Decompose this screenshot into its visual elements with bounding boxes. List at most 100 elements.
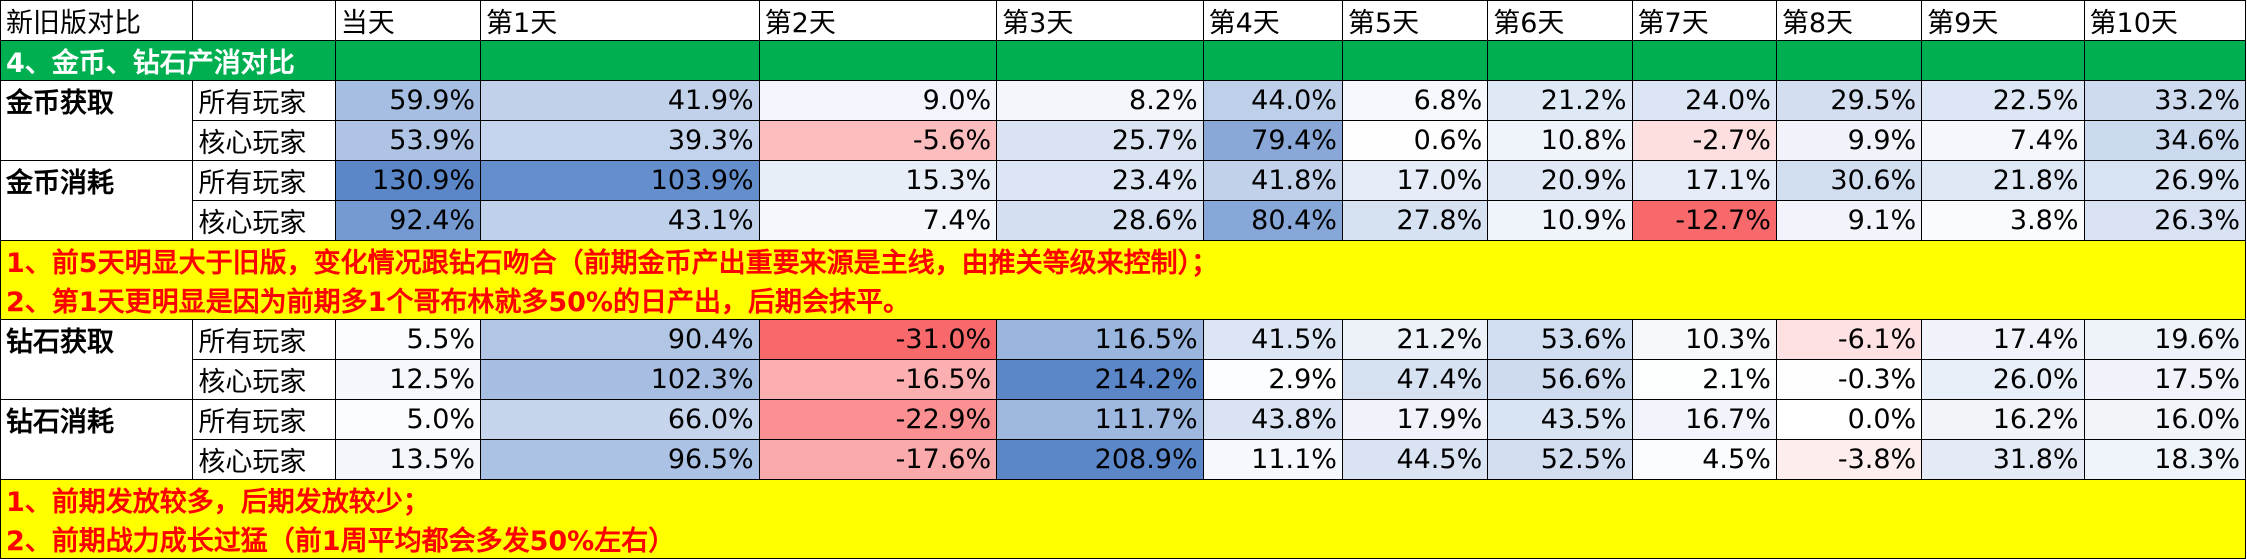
value-cell[interactable]: 12.5% — [334, 359, 482, 400]
value-cell[interactable]: 208.9% — [996, 439, 1204, 480]
value-cell[interactable]: 0.6% — [1341, 120, 1489, 161]
value-cell[interactable]: 9.9% — [1775, 120, 1923, 161]
value-cell[interactable]: 11.1% — [1202, 439, 1343, 480]
value-cell[interactable]: 23.4% — [996, 160, 1204, 201]
value-cell[interactable]: 80.4% — [1202, 200, 1343, 241]
value-cell[interactable]: 90.4% — [480, 319, 760, 360]
column-header[interactable]: 第8天 — [1775, 0, 1923, 41]
value-cell[interactable]: 17.1% — [1631, 160, 1777, 201]
value-cell[interactable]: -6.1% — [1775, 319, 1923, 360]
value-cell[interactable]: 41.8% — [1202, 160, 1343, 201]
value-cell[interactable]: 15.3% — [758, 160, 998, 201]
value-cell[interactable]: 26.9% — [2083, 160, 2247, 201]
value-cell[interactable]: 34.6% — [2083, 120, 2247, 161]
value-cell[interactable]: 31.8% — [1921, 439, 2085, 480]
value-cell[interactable]: 41.9% — [480, 80, 760, 121]
player-type-label[interactable]: 所有玩家 — [192, 80, 336, 121]
row-group-label[interactable]: 金币消耗 — [0, 160, 194, 201]
player-type-label[interactable]: 所有玩家 — [192, 319, 336, 360]
value-cell[interactable]: 102.3% — [480, 359, 760, 400]
value-cell[interactable]: 59.9% — [334, 80, 482, 121]
column-header[interactable]: 第3天 — [996, 0, 1204, 41]
row-group-label[interactable] — [0, 359, 194, 400]
value-cell[interactable]: 17.4% — [1921, 319, 2085, 360]
value-cell[interactable]: 24.0% — [1631, 80, 1777, 121]
value-cell[interactable]: -31.0% — [758, 319, 998, 360]
player-type-label[interactable]: 核心玩家 — [192, 120, 336, 161]
value-cell[interactable]: 16.0% — [2083, 399, 2247, 440]
column-header[interactable]: 第4天 — [1202, 0, 1343, 41]
value-cell[interactable]: 56.6% — [1487, 359, 1633, 400]
row-group-label[interactable]: 钻石消耗 — [0, 399, 194, 440]
value-cell[interactable]: 26.3% — [2083, 200, 2247, 241]
value-cell[interactable]: 43.8% — [1202, 399, 1343, 440]
column-header[interactable]: 第1天 — [480, 0, 760, 41]
value-cell[interactable]: 92.4% — [334, 200, 482, 241]
value-cell[interactable]: 13.5% — [334, 439, 482, 480]
value-cell[interactable]: -17.6% — [758, 439, 998, 480]
value-cell[interactable]: 22.5% — [1921, 80, 2085, 121]
value-cell[interactable]: 7.4% — [758, 200, 998, 241]
value-cell[interactable]: 21.2% — [1487, 80, 1633, 121]
value-cell[interactable]: 16.7% — [1631, 399, 1777, 440]
value-cell[interactable]: 5.5% — [334, 319, 482, 360]
player-type-label[interactable]: 核心玩家 — [192, 359, 336, 400]
row-group-label[interactable]: 钻石获取 — [0, 319, 194, 360]
value-cell[interactable]: 53.6% — [1487, 319, 1633, 360]
value-cell[interactable]: 27.8% — [1341, 200, 1489, 241]
player-type-label[interactable]: 所有玩家 — [192, 160, 336, 201]
value-cell[interactable]: 2.1% — [1631, 359, 1777, 400]
value-cell[interactable]: -0.3% — [1775, 359, 1923, 400]
player-type-label[interactable]: 核心玩家 — [192, 200, 336, 241]
value-cell[interactable]: 53.9% — [334, 120, 482, 161]
value-cell[interactable]: -2.7% — [1631, 120, 1777, 161]
value-cell[interactable]: 18.3% — [2083, 439, 2247, 480]
column-header[interactable]: 第2天 — [758, 0, 998, 41]
value-cell[interactable]: 6.8% — [1341, 80, 1489, 121]
row-group-label[interactable]: 金币获取 — [0, 80, 194, 121]
value-cell[interactable]: 17.9% — [1341, 399, 1489, 440]
value-cell[interactable]: 41.5% — [1202, 319, 1343, 360]
value-cell[interactable]: 66.0% — [480, 399, 760, 440]
value-cell[interactable]: 116.5% — [996, 319, 1204, 360]
value-cell[interactable]: 10.3% — [1631, 319, 1777, 360]
value-cell[interactable]: 17.5% — [2083, 359, 2247, 400]
column-header[interactable]: 当天 — [334, 0, 482, 41]
value-cell[interactable]: 16.2% — [1921, 399, 2085, 440]
value-cell[interactable]: 111.7% — [996, 399, 1204, 440]
value-cell[interactable]: 43.5% — [1487, 399, 1633, 440]
value-cell[interactable]: 8.2% — [996, 80, 1204, 121]
value-cell[interactable]: 52.5% — [1487, 439, 1633, 480]
value-cell[interactable]: 21.2% — [1341, 319, 1489, 360]
value-cell[interactable]: -5.6% — [758, 120, 998, 161]
value-cell[interactable]: 10.9% — [1487, 200, 1633, 241]
value-cell[interactable]: 25.7% — [996, 120, 1204, 161]
column-header[interactable]: 第10天 — [2083, 0, 2247, 41]
value-cell[interactable]: 103.9% — [480, 160, 760, 201]
value-cell[interactable]: 43.1% — [480, 200, 760, 241]
column-header[interactable]: 第6天 — [1487, 0, 1633, 41]
value-cell[interactable]: 96.5% — [480, 439, 760, 480]
value-cell[interactable]: 21.8% — [1921, 160, 2085, 201]
value-cell[interactable]: -3.8% — [1775, 439, 1923, 480]
value-cell[interactable]: -12.7% — [1631, 200, 1777, 241]
value-cell[interactable]: 130.9% — [334, 160, 482, 201]
value-cell[interactable]: 20.9% — [1487, 160, 1633, 201]
column-header[interactable] — [192, 0, 336, 41]
column-header[interactable]: 第7天 — [1631, 0, 1777, 41]
value-cell[interactable]: 44.5% — [1341, 439, 1489, 480]
column-header[interactable]: 第9天 — [1921, 0, 2085, 41]
value-cell[interactable]: 17.0% — [1341, 160, 1489, 201]
header-title[interactable]: 新旧版对比 — [0, 0, 194, 41]
value-cell[interactable]: 9.1% — [1775, 200, 1923, 241]
value-cell[interactable]: 9.0% — [758, 80, 998, 121]
value-cell[interactable]: 39.3% — [480, 120, 760, 161]
player-type-label[interactable]: 所有玩家 — [192, 399, 336, 440]
player-type-label[interactable]: 核心玩家 — [192, 439, 336, 480]
value-cell[interactable]: 28.6% — [996, 200, 1204, 241]
value-cell[interactable]: 29.5% — [1775, 80, 1923, 121]
value-cell[interactable]: 33.2% — [2083, 80, 2247, 121]
value-cell[interactable]: 0.0% — [1775, 399, 1923, 440]
value-cell[interactable]: 26.0% — [1921, 359, 2085, 400]
value-cell[interactable]: 7.4% — [1921, 120, 2085, 161]
